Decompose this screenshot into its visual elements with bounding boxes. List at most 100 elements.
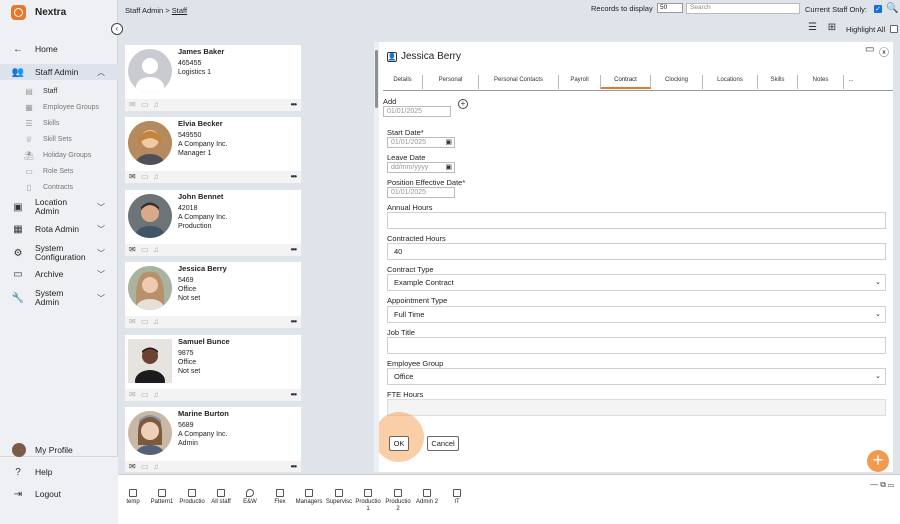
contracted-hours-input[interactable]: 40 (387, 243, 886, 260)
add-date-input[interactable]: 01/01/2025 (383, 106, 451, 117)
sms-icon[interactable]: ▭ (141, 390, 149, 399)
grid-view-icon[interactable]: ⊞ (827, 22, 837, 33)
more-icon[interactable]: ••• (290, 317, 297, 326)
tab-clocking[interactable]: Clocking (651, 75, 703, 89)
tab-skills[interactable]: Skills (758, 75, 798, 89)
sidebar-subitem-staff[interactable]: ▤ Staff (0, 84, 118, 98)
sidebar-subitem-skills[interactable]: ☰ Skills (0, 116, 118, 130)
employee-group-select[interactable]: Office ⌄ (387, 368, 886, 385)
sidebar-item-staff-admin[interactable]: 👥 Staff Admin ︿ (0, 64, 118, 80)
tab-notes[interactable]: Notes (798, 75, 844, 89)
mail-icon[interactable]: ✉ (129, 100, 136, 109)
group-tab-production-1[interactable]: Productio 1 (353, 489, 383, 513)
group-tab-it[interactable]: IT (442, 489, 472, 506)
sidebar-subitem-contracts[interactable]: ▯ Contracts (0, 180, 118, 194)
bell-icon[interactable]: ♫ (153, 390, 159, 399)
sms-icon[interactable]: ▭ (141, 462, 149, 471)
tab-locations[interactable]: Locations (703, 75, 758, 89)
group-tab-temp[interactable]: temp (118, 489, 148, 506)
job-title-input[interactable] (387, 337, 886, 354)
group-tab-flex[interactable]: Flex (265, 489, 295, 506)
contract-type-select[interactable]: Example Contract ⌄ (387, 274, 886, 291)
staff-card[interactable]: Elvia Becker 549550 A Company Inc. Manag… (124, 116, 302, 183)
group-tab-all-staff[interactable]: All staff (206, 489, 236, 506)
bell-icon[interactable]: ♫ (153, 317, 159, 326)
add-contract-button[interactable]: + (458, 99, 468, 109)
mail-icon[interactable]: ✉ (129, 172, 136, 181)
bell-icon[interactable]: ♫ (153, 245, 159, 254)
sidebar-subitem-employee-groups[interactable]: ▦ Employee Groups (0, 100, 118, 114)
sidebar-item-system-configuration[interactable]: ⚙ System Configuration ﹀ (0, 242, 118, 264)
more-icon[interactable]: ••• (290, 462, 297, 471)
collapse-sidebar-button[interactable]: ‹ (111, 23, 123, 35)
tab-personal[interactable]: Personal (423, 75, 479, 89)
records-to-display-input[interactable]: 50 (657, 3, 683, 13)
bell-icon[interactable]: ♫ (153, 100, 159, 109)
sidebar-item-rota-admin[interactable]: ▦ Rota Admin ﹀ (0, 222, 118, 236)
staff-card[interactable]: James Baker 465455 Logistics 1 ✉ ▭ ♫ ••• (124, 44, 302, 111)
more-icon[interactable]: ••• (290, 100, 297, 109)
bell-icon[interactable]: ♫ (153, 172, 159, 181)
panel-scrollbar[interactable] (374, 42, 379, 472)
search-input[interactable]: Search (686, 3, 800, 14)
group-tab-productio[interactable]: Productio (177, 489, 207, 506)
sidebar-item-location-admin[interactable]: ▣ Location Admin ﹀ (0, 196, 118, 218)
sidebar-item-logout[interactable]: ⇥ Logout (0, 487, 118, 501)
staff-card[interactable]: Jessica Berry 5469 Office Not set ✉ ▭ ♫ … (124, 261, 302, 328)
leave-date-input[interactable]: dd/mm/yyyy ▣ (387, 162, 455, 173)
sidebar-item-home[interactable]: ← Home (0, 42, 118, 56)
mail-icon[interactable]: ✉ (129, 390, 136, 399)
tab-more[interactable]: ... (848, 77, 854, 83)
appointment-type-select[interactable]: Full Time ⌄ (387, 306, 886, 323)
mail-icon[interactable]: ✉ (129, 462, 136, 471)
close-icon[interactable]: ⓧ (879, 48, 889, 59)
group-tab-ew[interactable]: E&W (235, 489, 265, 506)
sms-icon[interactable]: ▭ (141, 172, 149, 181)
sidebar-subitem-role-sets[interactable]: ▭ Role Sets (0, 164, 118, 178)
more-icon[interactable]: ••• (290, 245, 297, 254)
fte-hours-input[interactable] (387, 399, 886, 416)
current-staff-only-checkbox[interactable]: ✓ (874, 5, 882, 13)
sms-icon[interactable]: ▭ (141, 317, 149, 326)
tab-contract[interactable]: Contract (601, 75, 651, 89)
breadcrumb-current[interactable]: Staff (171, 6, 188, 15)
group-tab-supervisors[interactable]: Supervisc (324, 489, 354, 506)
bell-icon[interactable]: ♫ (153, 462, 159, 471)
annual-hours-input[interactable] (387, 212, 886, 229)
minimize-icon[interactable]: — (870, 480, 881, 489)
restore-icon[interactable]: ⧉ (880, 480, 888, 489)
sidebar-subitem-skill-sets[interactable]: ♕ Skill Sets (0, 132, 118, 146)
maximize-icon[interactable]: ▭ (865, 44, 875, 55)
group-tab-admin-2[interactable]: Admin 2 (412, 489, 442, 506)
position-effective-date-input[interactable]: 01/01/2025 (387, 187, 455, 198)
panel-scrollbar-thumb[interactable] (375, 50, 378, 108)
sms-icon[interactable]: ▭ (141, 245, 149, 254)
start-date-input[interactable]: 01/01/2025 ▣ (387, 137, 455, 148)
ok-button[interactable]: OK (389, 436, 409, 451)
sidebar-item-my-profile[interactable]: My Profile (0, 443, 118, 457)
calendar-icon[interactable]: ▣ (445, 164, 452, 171)
brand[interactable]: Nextra (0, 0, 117, 25)
search-icon[interactable]: 🔍 (886, 3, 899, 14)
sidebar-item-archive[interactable]: ▭ Archive ﹀ (0, 267, 118, 281)
sms-icon[interactable]: ▭ (141, 100, 149, 109)
highlight-all-checkbox[interactable] (890, 25, 898, 33)
tab-personal-contacts[interactable]: Personal Contacts (479, 75, 559, 89)
sidebar-item-system-admin[interactable]: 🔧 System Admin ﹀ (0, 287, 118, 309)
staff-card[interactable]: Marine Burton 5689 A Company Inc. Admin … (124, 406, 302, 472)
mail-icon[interactable]: ✉ (129, 245, 136, 254)
tab-payroll[interactable]: Payroll (559, 75, 601, 89)
group-tab-pattern1[interactable]: Pattern1 (147, 489, 177, 506)
sidebar-subitem-holiday-groups[interactable]: ⛱ Holiday Groups (0, 148, 118, 162)
more-icon[interactable]: ••• (290, 172, 297, 181)
staff-card[interactable]: John Bennet 42018 A Company Inc. Product… (124, 189, 302, 256)
sidebar-item-help[interactable]: ? Help (0, 465, 118, 479)
breadcrumb-parent[interactable]: Staff Admin (125, 6, 164, 15)
staff-card[interactable]: Samuel Bunce 9875 Office Not set ✉ ▭ ♫ •… (124, 334, 302, 401)
more-icon[interactable]: ••• (290, 390, 297, 399)
add-fab-button[interactable]: + (867, 450, 889, 472)
cancel-button[interactable]: Cancel (427, 436, 459, 451)
calendar-icon[interactable]: ▣ (445, 139, 452, 146)
mail-icon[interactable]: ✉ (129, 317, 136, 326)
group-tab-production-2[interactable]: Productio 2 (383, 489, 413, 513)
